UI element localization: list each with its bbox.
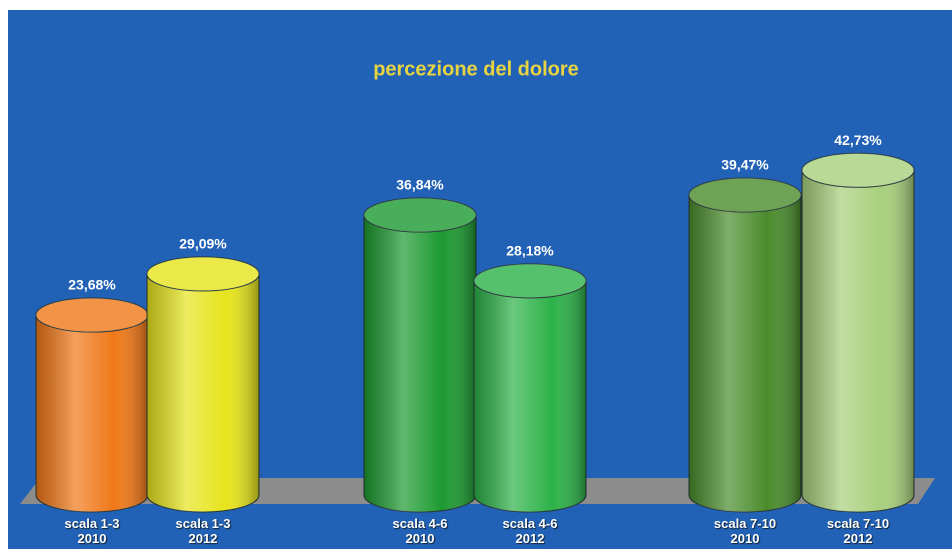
cylinder-top (688, 177, 802, 213)
x-tick-label: scala 7-10 2012 (826, 516, 890, 546)
cylinder-top (146, 256, 260, 292)
x-tick-label: scala 4-6 2010 (392, 516, 448, 546)
cylinder-top (801, 152, 915, 188)
cylinder-shade (36, 315, 148, 512)
value-label: 42,73% (834, 132, 882, 148)
cylinder-shade (474, 280, 586, 512)
value-label: 39,47% (721, 157, 769, 173)
cylinder-shade (364, 215, 476, 512)
cylinder-top (363, 197, 477, 233)
value-label: 23,68% (68, 277, 116, 293)
chart-title: percezione del dolore (373, 58, 579, 80)
cylinder-shade (689, 195, 801, 512)
x-tick-label: scala 1-3 2010 (64, 516, 120, 546)
value-label: 29,09% (179, 236, 227, 252)
cylinder-top-shade (474, 263, 586, 298)
cylinder-top-shade (147, 256, 259, 291)
x-tick-label: scala 1-3 2012 (175, 516, 231, 546)
cylinder-top-shade (36, 298, 148, 333)
x-tick-label: scala 4-6 2012 (502, 516, 558, 546)
cylinder-top (473, 263, 587, 299)
cylinder-top-shade (689, 178, 801, 213)
x-tick-label: scala 7-10 2010 (713, 516, 777, 546)
cylinder-top-shade (364, 198, 476, 233)
cylinder-shade (147, 273, 259, 512)
cylinder-top-shade (802, 153, 914, 188)
value-label: 36,84% (396, 177, 444, 193)
value-label: 28,18% (506, 243, 554, 259)
cylinder-shade (802, 170, 914, 512)
